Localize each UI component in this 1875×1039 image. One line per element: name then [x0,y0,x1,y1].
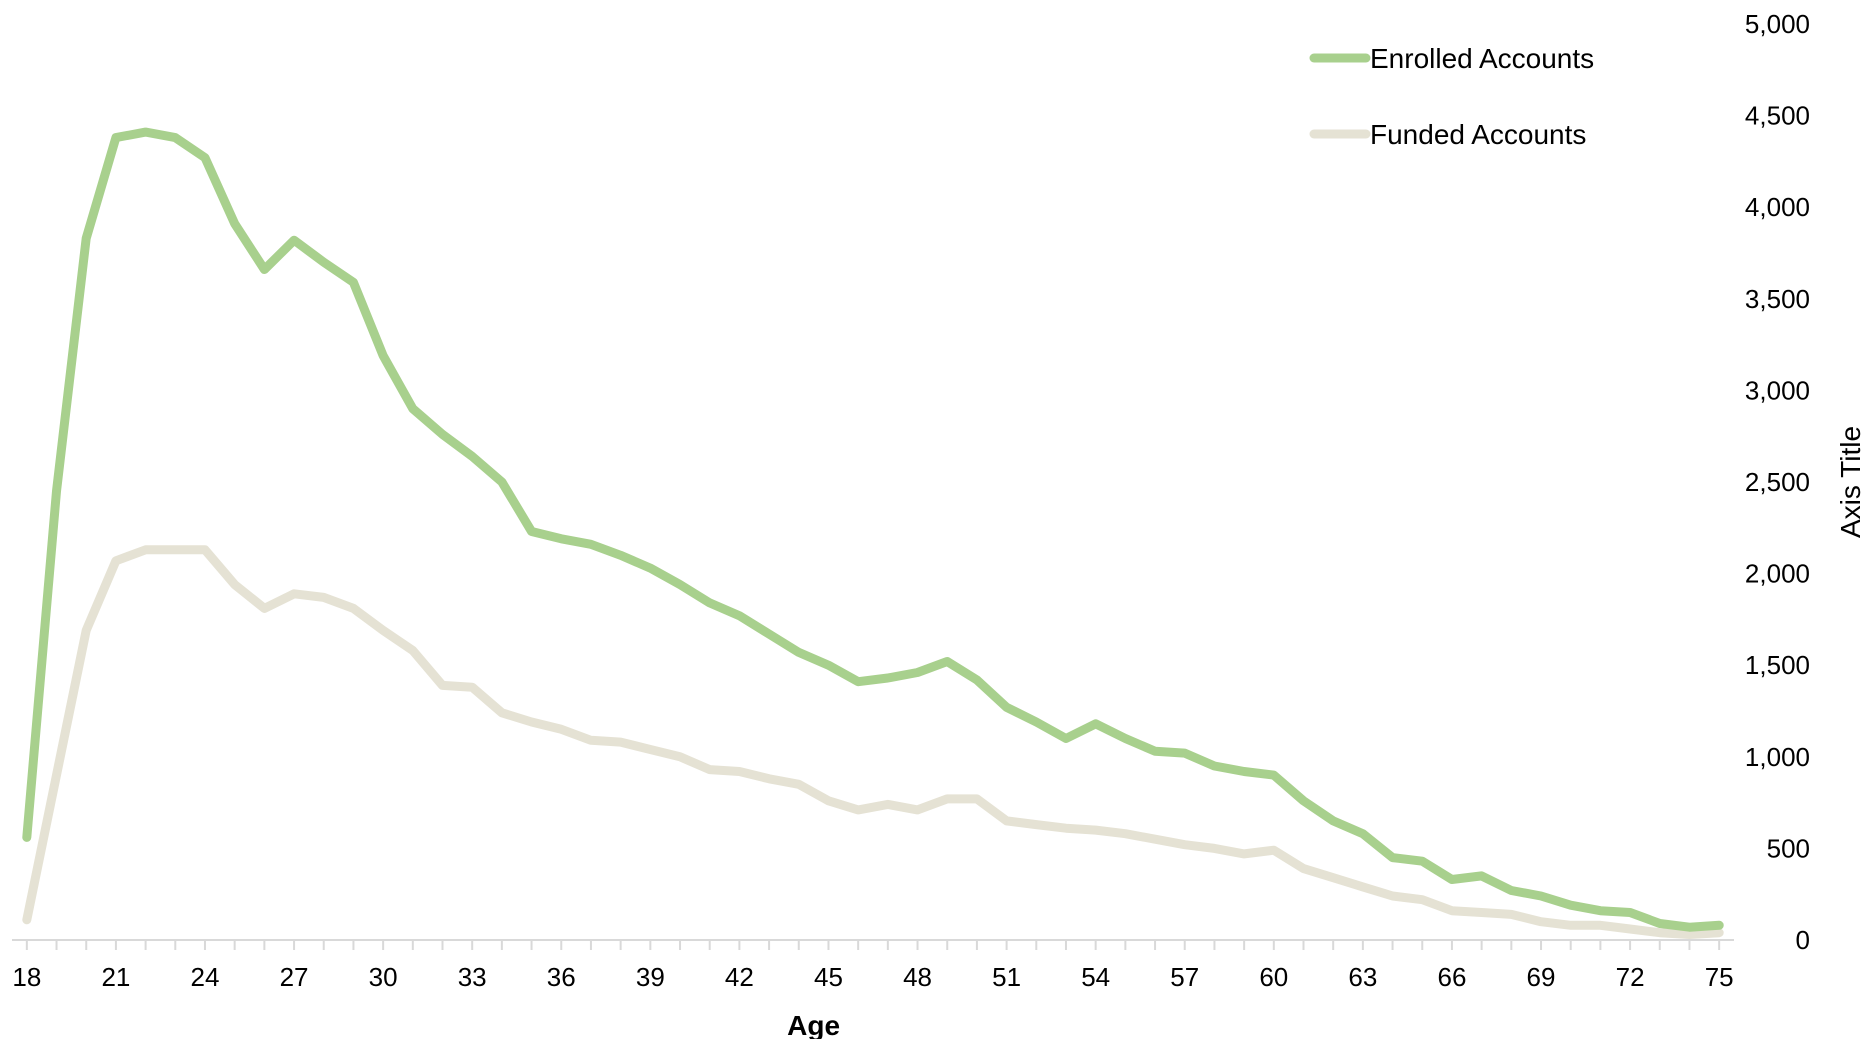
x-tick-label: 21 [101,962,130,992]
x-tick-label: 39 [636,962,665,992]
x-tick-label: 66 [1437,962,1466,992]
x-tick-label: 45 [814,962,843,992]
y-tick-label: 4,000 [1745,192,1810,222]
x-tick-label: 18 [12,962,41,992]
series-line-enrolled-accounts [22,127,1724,932]
y-tick-label: 1,000 [1745,742,1810,772]
y-tick-label: 0 [1796,925,1810,955]
x-tick-label: 54 [1081,962,1110,992]
x-tick-label: 33 [458,962,487,992]
x-tick-label: 27 [280,962,309,992]
x-tick-label: 51 [992,962,1021,992]
y-tick-label: 4,500 [1745,101,1810,131]
y-tick-label: 3,500 [1745,284,1810,314]
x-tick-label: 36 [547,962,576,992]
x-tick-label: 69 [1527,962,1556,992]
x-tick-label: 42 [725,962,754,992]
x-tick-label: 57 [1170,962,1199,992]
series-layer [22,127,1724,939]
legend-label: Enrolled Accounts [1370,43,1594,74]
y-axis-title: Axis Title [1835,426,1866,538]
x-axis: 18 21 24 27 30 33 36 39 42 45 48 51 54 57 60 63 66 69 72 75 [12,939,1734,992]
x-tick-label: 24 [191,962,220,992]
x-tick-label: 30 [369,962,398,992]
y-tick-label: 3,000 [1745,375,1810,405]
x-tick-label: 48 [903,962,932,992]
x-tick-label: 63 [1348,962,1377,992]
y-tick-label: 5,000 [1745,9,1810,39]
legend-item: Enrolled Accounts [1309,43,1594,74]
legend-item: Funded Accounts [1309,119,1586,150]
y-axis: 0 500 1,000 1,500 2,000 2,500 3,000 3,500 4,000 4… [1745,9,1810,955]
x-tick-label: 60 [1259,962,1288,992]
legend: Enrolled Accounts Funded Accounts [1309,43,1594,150]
x-tick-label: 72 [1616,962,1645,992]
y-tick-label: 500 [1767,833,1810,863]
x-tick-label: 75 [1705,962,1734,992]
x-axis-title: Age [787,1010,840,1039]
y-tick-label: 2,000 [1745,559,1810,589]
y-tick-label: 1,500 [1745,650,1810,680]
series-line-funded-accounts [22,545,1724,939]
legend-label: Funded Accounts [1370,119,1586,150]
y-tick-label: 2,500 [1745,467,1810,497]
